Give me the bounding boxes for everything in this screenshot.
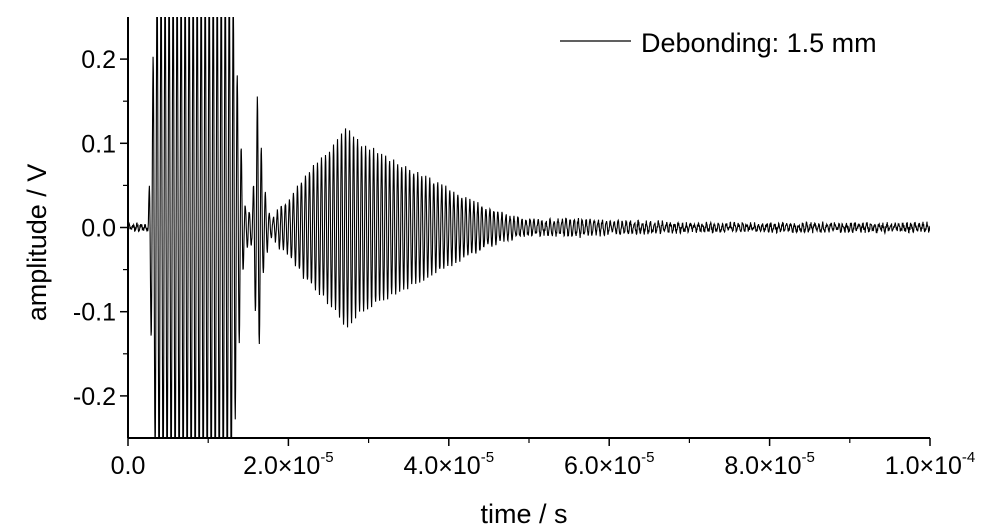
x-tick-label: 1.0×10-4 [885, 449, 976, 480]
y-axis-title: amplitude / V [22, 164, 52, 322]
legend: Debonding: 1.5 mm [540, 24, 928, 62]
series-line [128, 17, 930, 438]
x-tick-label: 8.0×10-5 [724, 449, 815, 480]
y-tick-label: 0.1 [81, 130, 116, 158]
legend-label: Debonding: 1.5 mm [641, 28, 877, 58]
x-axis-title: time / s [480, 499, 567, 529]
x-tick-label: 0.0 [111, 452, 146, 480]
x-tick-label: 2.0×10-5 [243, 449, 334, 480]
signal-layer [128, 17, 930, 438]
legend-box [540, 24, 928, 62]
y-tick-label: -0.1 [73, 299, 116, 327]
y-tick-label: -0.2 [73, 383, 116, 411]
x-tick-label: 4.0×10-5 [404, 449, 495, 480]
y-tick-label: 0.2 [81, 46, 116, 74]
x-tick-label: 6.0×10-5 [564, 449, 655, 480]
labels-layer: 0.2 0.1 0.0 -0.1 -0.2 0.0 2.0×10-5 4.0×10-5 6.0×… [22, 46, 975, 529]
y-tick-label: 0.0 [81, 215, 116, 243]
axes-layer [120, 17, 931, 446]
